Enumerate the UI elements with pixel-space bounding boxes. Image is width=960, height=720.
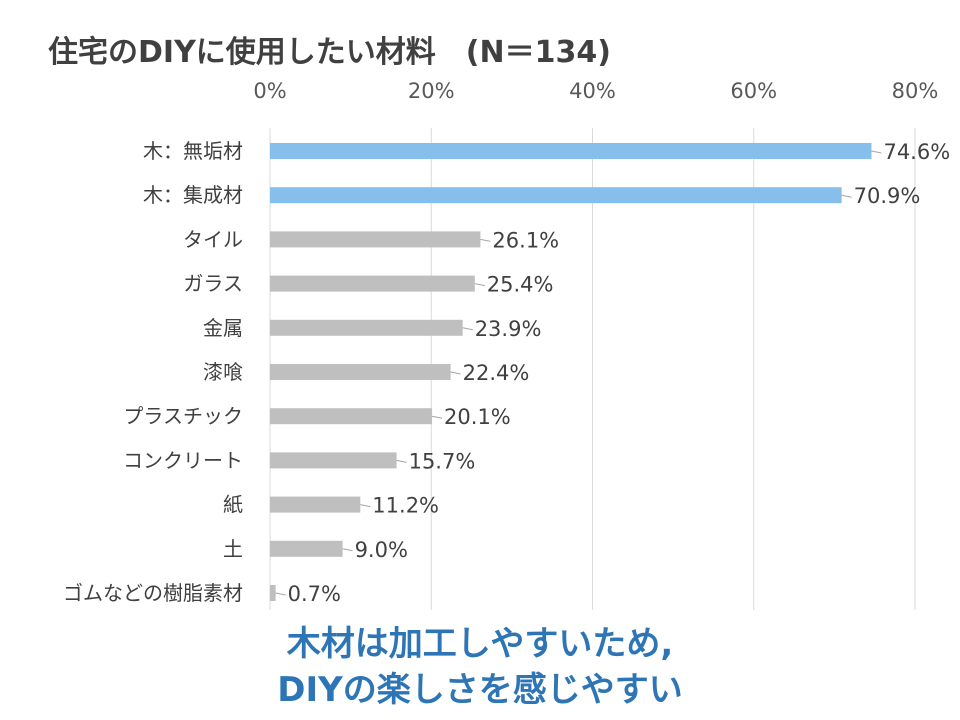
bar: [270, 541, 343, 557]
data-label: 25.4%: [487, 273, 554, 297]
bar: [270, 497, 360, 513]
chart: 住宅のDIYに使用したい材料 (N＝134) 0% 20% 40% 60% 80% 木：…: [0, 0, 960, 615]
data-label: 11.2%: [372, 494, 439, 518]
data-label: 22.4%: [463, 361, 530, 385]
category-label: 木：集成材: [143, 183, 243, 207]
data-label-leader: [360, 505, 370, 507]
category-label: 金属: [203, 316, 243, 340]
bar: [270, 143, 871, 159]
bar: [270, 187, 842, 203]
category-label: 漆喰: [203, 360, 243, 384]
x-tick-label: 20%: [408, 79, 455, 103]
data-label: 20.1%: [444, 405, 511, 429]
bars: [270, 143, 871, 601]
data-label-leader: [276, 593, 286, 595]
data-label: 0.7%: [288, 582, 341, 606]
data-label-leader: [475, 284, 485, 286]
category-label: プラスチック: [123, 404, 243, 428]
data-label: 23.9%: [475, 317, 542, 341]
chart-title: 住宅のDIYに使用したい材料 (N＝134): [48, 35, 611, 70]
category-label: コンクリート: [123, 448, 243, 472]
data-label-leader: [432, 416, 442, 418]
caption-line-1: 木材は加工しやすいため,: [0, 616, 960, 665]
data-label-leader: [451, 372, 461, 374]
category-label: ガラス: [183, 272, 243, 296]
data-label: 15.7%: [409, 449, 476, 473]
bar: [270, 276, 475, 292]
bar: [270, 364, 451, 380]
x-tick-label: 0%: [253, 79, 286, 103]
x-axis-ticks: 0% 20% 40% 60% 80%: [253, 79, 938, 103]
data-label-leader: [397, 460, 407, 462]
data-label: 70.9%: [854, 184, 921, 208]
bar: [270, 231, 480, 247]
category-label: 木：無垢材: [143, 139, 243, 163]
x-tick-label: 40%: [569, 79, 616, 103]
data-label: 9.0%: [355, 538, 408, 562]
data-label: 74.6%: [883, 140, 950, 164]
category-label: 土: [223, 537, 243, 561]
category-label: ゴムなどの樹脂素材: [63, 581, 243, 605]
bar: [270, 320, 463, 336]
x-tick-label: 80%: [892, 79, 939, 103]
category-label: 紙: [223, 493, 243, 517]
x-tick-label: 60%: [730, 79, 777, 103]
data-label: 26.1%: [492, 228, 559, 252]
data-label-leader: [871, 151, 881, 153]
data-label-leader: [343, 549, 353, 551]
data-label-leader: [463, 328, 473, 330]
bar: [270, 585, 276, 601]
bar: [270, 408, 432, 424]
caption-line-2: DIYの楽しさを感じやすい: [0, 662, 960, 711]
data-label-leader: [480, 239, 490, 241]
data-label-leader: [842, 195, 852, 197]
bar: [270, 452, 397, 468]
category-label: タイル: [183, 227, 243, 251]
category-labels: 木：無垢材木：集成材タイルガラス金属漆喰プラスチックコンクリート紙土ゴムなどの樹…: [63, 139, 243, 605]
